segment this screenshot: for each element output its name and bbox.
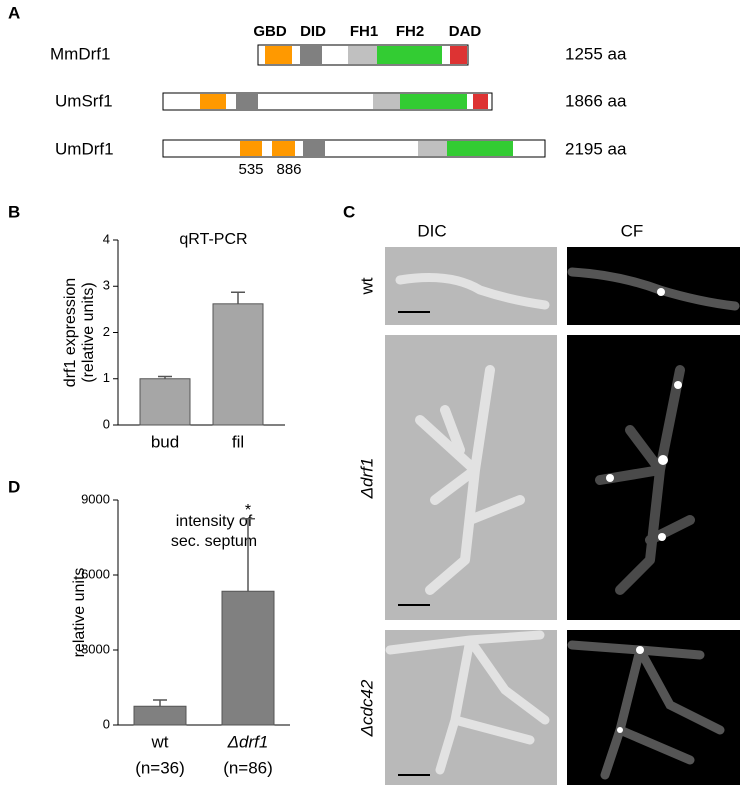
domain-fh1	[418, 141, 447, 156]
error-bar	[158, 375, 172, 379]
domain-dad	[450, 46, 467, 64]
position-label: 535	[238, 161, 263, 178]
domain-did	[303, 141, 325, 156]
error-bar	[231, 291, 245, 304]
domain-fh1	[348, 46, 377, 64]
cell	[395, 273, 550, 310]
septum	[674, 381, 682, 389]
protein-length: 1255 aa	[565, 44, 627, 63]
annotation: sec. septum	[171, 533, 257, 550]
column-label: DIC	[417, 221, 446, 240]
cf-image	[567, 335, 740, 620]
row-label: Δdrf1	[357, 458, 376, 500]
protein-length: 2195 aa	[565, 139, 627, 158]
sample-size: (n=36)	[135, 758, 185, 777]
annotation: intensity of	[176, 513, 253, 530]
y-tick-label: 2	[103, 324, 110, 339]
protein-name: MmDrf1	[50, 44, 110, 63]
y-tick-label: 3000	[81, 641, 110, 656]
column-label: CF	[621, 221, 644, 240]
domain-name: FH1	[350, 23, 378, 40]
septum	[657, 288, 665, 296]
y-tick-label: 3	[103, 278, 110, 293]
panel-label: C	[343, 202, 355, 221]
protein-length: 1866 aa	[565, 91, 627, 110]
panel-label: B	[8, 202, 20, 221]
septum	[606, 474, 614, 482]
domain-did	[300, 46, 322, 64]
domain-did	[236, 94, 258, 109]
domain-gbd	[240, 141, 262, 156]
cell	[385, 630, 550, 775]
septum	[658, 533, 666, 541]
y-tick-label: 1	[103, 370, 110, 385]
domain-gbd	[272, 141, 295, 156]
x-tick-label: wt	[151, 732, 169, 751]
error-bar	[153, 699, 167, 707]
position-label: 886	[276, 161, 301, 178]
domain-gbd	[265, 46, 292, 64]
domain-dad	[473, 94, 488, 109]
row-label: wt	[357, 277, 376, 295]
y-axis-label: relative units	[71, 568, 88, 658]
domain-name: DID	[300, 23, 326, 40]
domain-diagram: GBD DID FH1 FH2 DAD MmDrf1 1255 aa UmSrf…	[50, 23, 627, 178]
septum	[636, 646, 644, 654]
significance: *	[245, 502, 251, 519]
septum	[658, 455, 668, 465]
row-label: Δcdc42	[357, 679, 376, 737]
domain-name: GBD	[253, 23, 287, 40]
protein-name: UmSrf1	[55, 91, 113, 110]
x-tick-label: fil	[232, 432, 244, 451]
error-bar	[241, 518, 255, 592]
y-tick-label: 6000	[81, 566, 110, 581]
x-tick-label: Δdrf1	[227, 732, 269, 751]
septum	[617, 727, 623, 733]
bar	[212, 303, 264, 426]
y-tick-label: 4	[103, 231, 110, 246]
x-tick-label: bud	[151, 432, 179, 451]
panel-label: D	[8, 477, 20, 496]
domain-fh1	[373, 94, 400, 109]
domain-name: DAD	[449, 23, 482, 40]
domain-fh2	[377, 46, 442, 64]
sample-size: (n=86)	[223, 758, 273, 777]
bar	[139, 378, 191, 426]
domain-fh2	[400, 94, 467, 109]
protein-name: UmDrf1	[55, 139, 114, 158]
y-axis-label: drf1 expression	[62, 278, 79, 387]
y-axis-label: (relative units)	[80, 282, 97, 382]
y-tick-label: 9000	[81, 491, 110, 506]
bar	[221, 590, 275, 726]
y-tick-label: 0	[103, 416, 110, 431]
bar	[133, 705, 187, 726]
chart-title: qRT-PCR	[179, 231, 247, 248]
domain-name: FH2	[396, 23, 424, 40]
micrographs: DIC CF wt Δdrf1 Δcdc42	[357, 221, 740, 785]
domain-fh2	[447, 141, 513, 156]
panel-label: A	[8, 3, 20, 22]
y-tick-label: 0	[103, 716, 110, 731]
domain-gbd	[200, 94, 226, 109]
cf-image	[567, 630, 740, 785]
cell	[415, 365, 525, 595]
cell	[595, 365, 695, 595]
